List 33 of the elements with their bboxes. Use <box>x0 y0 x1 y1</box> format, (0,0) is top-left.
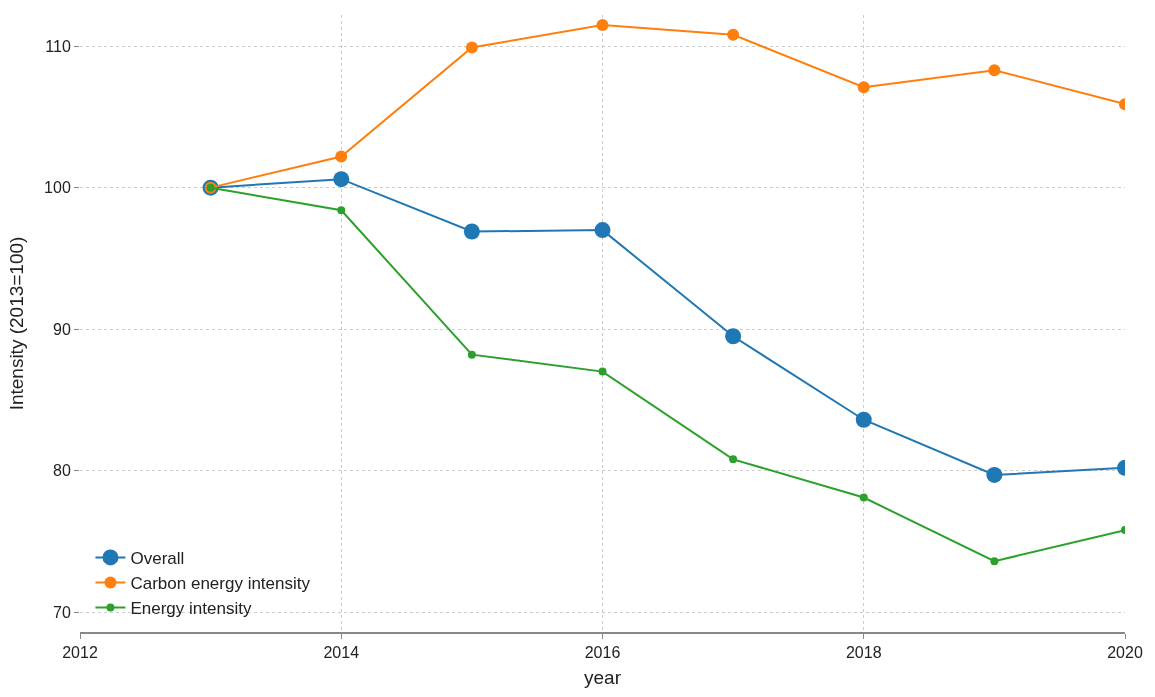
y-tick-label: 90 <box>53 320 71 338</box>
y-axis-title: Intensity (2013=100) <box>5 236 27 411</box>
point <box>337 206 346 215</box>
point <box>465 41 478 54</box>
legend-label: Carbon energy intensity <box>130 574 311 594</box>
point <box>990 557 999 566</box>
x-axis-title: year <box>584 666 622 688</box>
point <box>725 328 742 345</box>
y-tick-label: 70 <box>53 603 71 621</box>
y-tick-label: 110 <box>45 37 71 55</box>
point <box>859 493 868 502</box>
point <box>598 367 607 376</box>
point <box>986 466 1003 483</box>
y-tick-label: 80 <box>53 462 71 480</box>
point <box>333 171 350 188</box>
point <box>988 64 1001 77</box>
point <box>729 455 738 464</box>
point <box>727 28 740 41</box>
point <box>335 150 348 163</box>
x-tick-label: 2014 <box>323 644 360 662</box>
legend-label: Energy intensity <box>130 599 252 619</box>
point <box>467 350 476 359</box>
x-tick-label: 2020 <box>1107 644 1143 662</box>
point <box>596 18 609 31</box>
x-tick-label: 2016 <box>584 644 621 662</box>
y-tick-label: 100 <box>44 179 71 197</box>
legend-label: Overall <box>130 549 185 569</box>
x-tick-label: 2012 <box>62 644 98 662</box>
point <box>855 411 872 428</box>
point <box>463 223 480 240</box>
point <box>857 81 870 94</box>
point <box>594 222 611 239</box>
x-tick-label: 2018 <box>845 644 882 662</box>
